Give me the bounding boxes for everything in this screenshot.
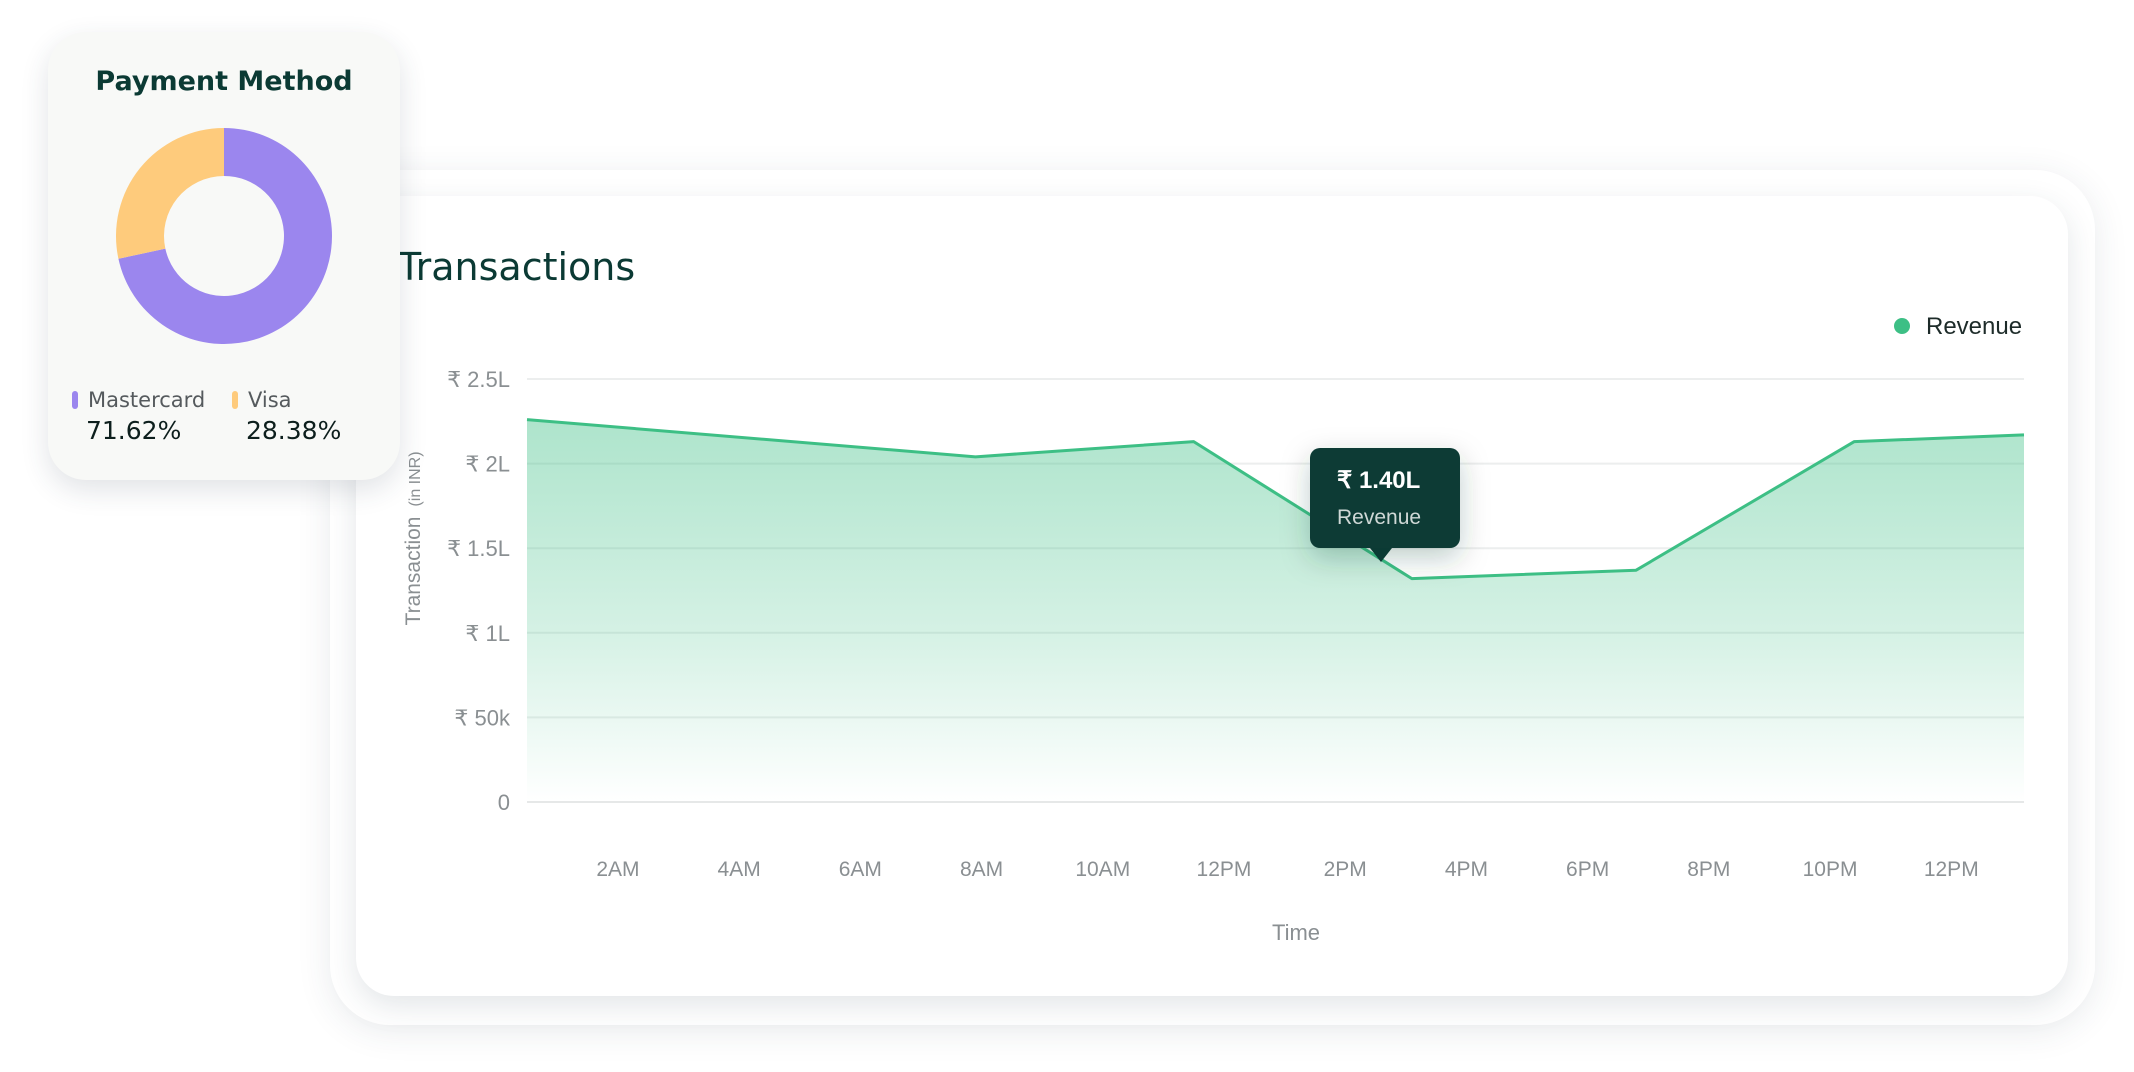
- y-tick-label: ₹ 50k: [454, 705, 511, 730]
- x-axis-label: Time: [1272, 920, 1320, 945]
- x-tick-label: 6PM: [1566, 858, 1609, 881]
- x-tick-label: 10AM: [1075, 858, 1130, 881]
- y-tick-label: 0: [498, 790, 510, 815]
- y-tick-label: ₹ 2L: [465, 452, 510, 477]
- legend-item-visa: Visa: [232, 388, 292, 412]
- x-tick-label: 8AM: [960, 858, 1003, 881]
- visa-value: 28.38%: [246, 416, 342, 445]
- transactions-title: Transactions: [398, 245, 636, 289]
- y-tick-label: ₹ 2.5L: [447, 367, 510, 392]
- y-axis: 0 ₹ 50k ₹ 1L ₹ 1.5L ₹ 2L ₹ 2.5L: [447, 367, 511, 815]
- x-tick-label: 4AM: [718, 858, 761, 881]
- x-tick-label: 12PM: [1197, 858, 1252, 881]
- chart-legend: Revenue: [1894, 313, 2022, 340]
- visa-swatch: [232, 391, 238, 409]
- tooltip-label: Revenue: [1337, 506, 1421, 529]
- revenue-series: [526, 418, 2025, 802]
- legend-swatch-revenue: [1894, 318, 1910, 334]
- visa-slice: [116, 128, 224, 259]
- x-tick-label: 8PM: [1687, 858, 1730, 881]
- mastercard-label: Mastercard: [88, 388, 206, 412]
- x-axis: 2AM 4AM 6AM 8AM 10AM 12PM 2PM 4PM 6PM 8PM 10PM 12PM: [596, 858, 1978, 881]
- y-axis-label: Transaction: [402, 517, 425, 626]
- tooltip-value: ₹ 1.40L: [1337, 467, 1420, 494]
- revenue-area: [527, 419, 2024, 802]
- tooltip-arrow: [1370, 548, 1392, 562]
- mastercard-value: 71.62%: [86, 416, 182, 445]
- payment-method-donut: [116, 128, 332, 344]
- tooltip-box: [1310, 448, 1460, 548]
- tooltip: ₹ 1.40L Revenue: [1310, 448, 1460, 562]
- y-tick-label: ₹ 1.5L: [447, 536, 510, 561]
- payment-method-card: Payment Method Mastercard 71.62% Visa 28…: [48, 32, 400, 480]
- revenue-line: [526, 418, 2025, 581]
- y-tick-label: ₹ 1L: [465, 621, 510, 646]
- legend-label-revenue: Revenue: [1926, 313, 2022, 340]
- visa-label: Visa: [248, 388, 292, 412]
- x-tick-label: 2AM: [596, 858, 639, 881]
- y-axis-unit: (in INR): [407, 451, 424, 506]
- y-axis-label-group: Transaction (in INR): [402, 451, 425, 625]
- payment-method-title: Payment Method: [95, 66, 353, 97]
- mastercard-swatch: [72, 391, 78, 409]
- x-tick-label: 4PM: [1445, 858, 1488, 881]
- x-tick-label: 6AM: [839, 858, 882, 881]
- mastercard-slice: [118, 128, 332, 344]
- x-tick-label: 2PM: [1324, 858, 1367, 881]
- legend-item-mastercard: Mastercard: [72, 388, 205, 412]
- x-tick-label: 10PM: [1803, 858, 1858, 881]
- x-tick-label: 12PM: [1924, 858, 1979, 881]
